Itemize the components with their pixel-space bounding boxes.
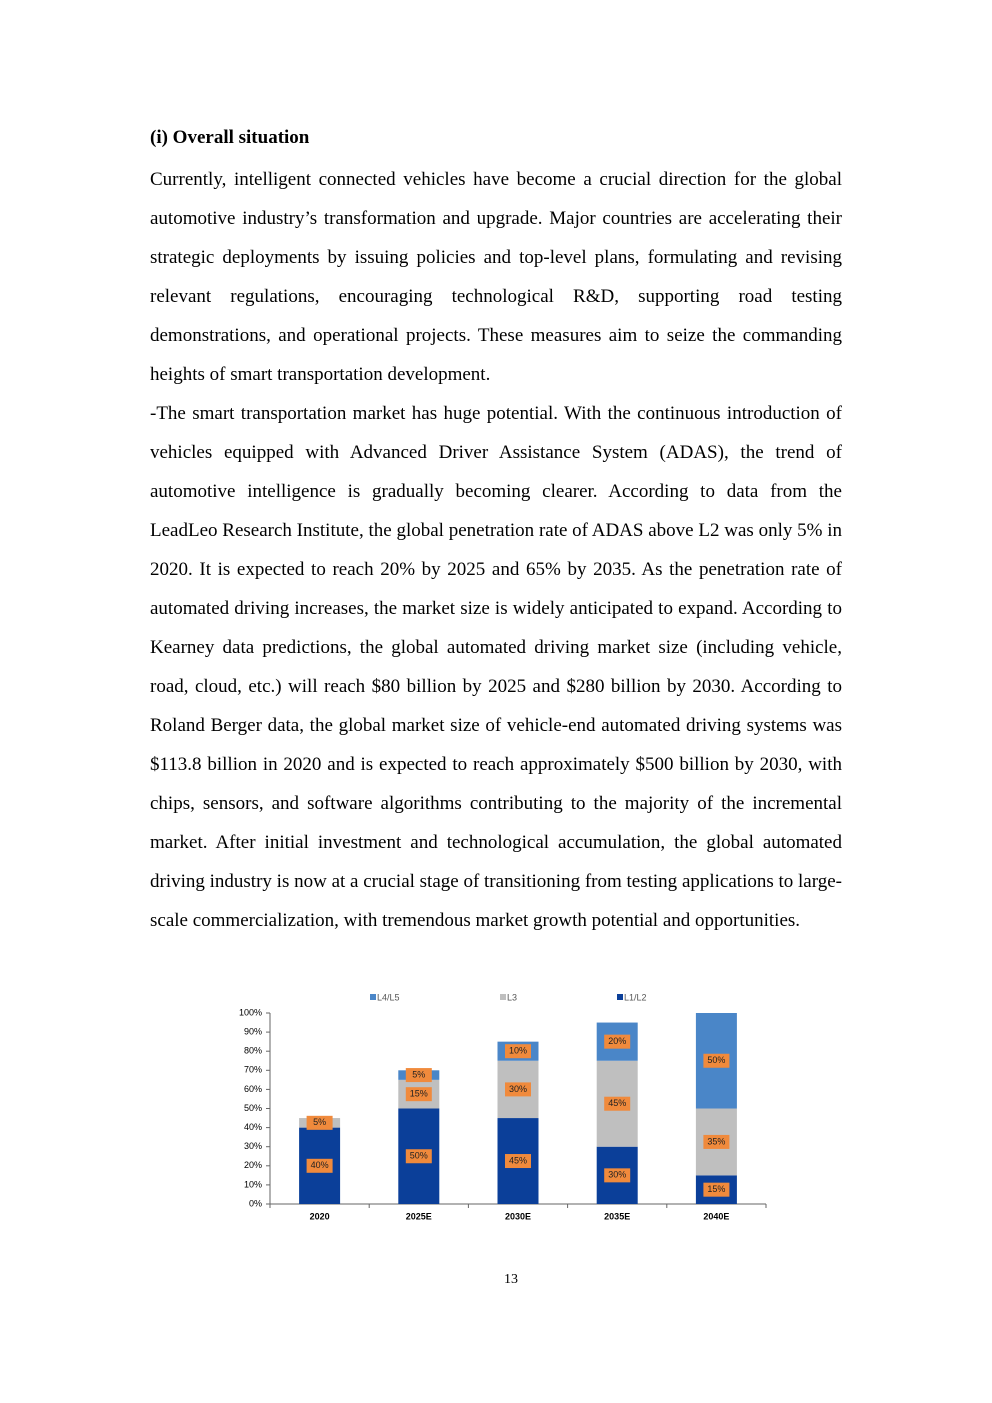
data-label: 15% [410, 1089, 428, 1099]
data-label: 5% [313, 1117, 326, 1127]
label-box [703, 1053, 730, 1068]
data-label: 40% [311, 1160, 329, 1170]
x-tick-label: 2040E [703, 1211, 729, 1221]
y-tick-label: 100% [239, 1007, 262, 1017]
label-box [505, 1154, 531, 1169]
label-box [703, 1134, 730, 1149]
data-label: 45% [608, 1098, 626, 1108]
data-label: 15% [707, 1184, 725, 1194]
legend-label: L4/L5 [377, 992, 400, 1002]
y-tick-label: 50% [244, 1103, 262, 1113]
label-box [604, 1034, 631, 1049]
y-tick-label: 70% [244, 1065, 262, 1075]
data-label: 45% [509, 1155, 527, 1165]
paragraph: Currently, intelligent connected vehicle… [150, 169, 842, 385]
label-box [505, 1044, 531, 1059]
body-text: Currently, intelligent connected vehicle… [150, 160, 842, 940]
data-label: 35% [707, 1136, 725, 1146]
label-box [405, 1068, 432, 1083]
label-box [306, 1158, 333, 1173]
y-tick-label: 60% [244, 1084, 262, 1094]
y-tick-label: 20% [244, 1160, 262, 1170]
chart: 0% 10% 20% 30% 40% 50% 60% 70% 80% 90% 100% L4/L5 L3… [239, 992, 767, 1221]
x-tick-label: 2025E [406, 1211, 432, 1221]
data-label: 50% [707, 1055, 725, 1065]
paragraph: -The smart transportation market has hug… [150, 403, 842, 931]
label-box [604, 1168, 631, 1183]
y-tick-label: 80% [244, 1046, 262, 1056]
data-label: 10% [509, 1046, 527, 1056]
x-tick-label: 2030E [505, 1211, 531, 1221]
data-label: 50% [410, 1151, 428, 1161]
y-tick-label: 0% [249, 1198, 262, 1208]
page-number: 13 [504, 1272, 518, 1287]
data-label: 5% [412, 1069, 425, 1079]
legend-swatch [500, 994, 506, 1000]
data-label: 30% [608, 1170, 626, 1180]
legend-swatch [370, 994, 376, 1000]
y-tick-label: 90% [244, 1026, 262, 1036]
x-tick-label: 2035E [604, 1211, 630, 1221]
y-tick-label: 40% [244, 1122, 262, 1132]
label-box [405, 1149, 432, 1164]
legend-label: L1/L2 [624, 992, 647, 1002]
data-label: 20% [608, 1036, 626, 1046]
y-tick-label: 10% [244, 1179, 262, 1189]
label-box [405, 1087, 432, 1102]
label-box [604, 1096, 631, 1111]
data-label: 30% [509, 1084, 527, 1094]
label-box [505, 1082, 531, 1097]
legend-swatch [617, 994, 623, 1000]
legend-label: L3 [507, 992, 517, 1002]
y-tick-label: 30% [244, 1141, 262, 1151]
x-tick-label: 2020 [310, 1211, 330, 1221]
heading: (i) Overall situation [150, 127, 310, 148]
label-box [703, 1182, 730, 1197]
label-box [306, 1115, 333, 1130]
